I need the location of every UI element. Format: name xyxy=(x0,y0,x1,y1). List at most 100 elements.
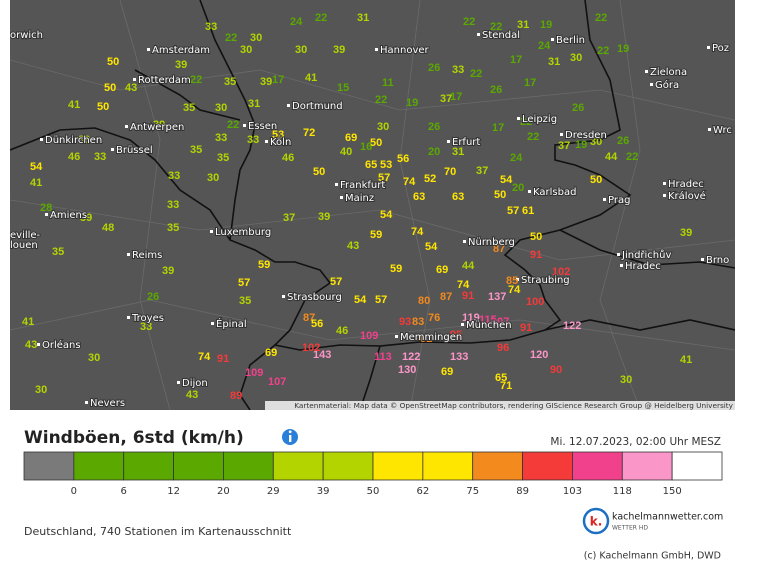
city-label: Stendal xyxy=(482,30,520,41)
city-dot xyxy=(707,46,710,49)
station-value: 107 xyxy=(491,316,509,328)
station-value: 15 xyxy=(337,82,349,94)
station-value: 107 xyxy=(268,376,286,388)
station-value: 39 xyxy=(333,44,345,56)
station-value: 65 xyxy=(365,159,377,171)
station-value: 39 xyxy=(680,227,692,239)
city-dot xyxy=(708,128,711,131)
station-value: 26 xyxy=(147,291,159,303)
station-value: 50 xyxy=(107,56,119,68)
station-value: 37 xyxy=(476,165,488,177)
station-value: 50 xyxy=(104,82,116,94)
city-dot xyxy=(620,264,623,267)
station-value: 115 xyxy=(479,314,497,326)
station-value: 28 xyxy=(40,202,52,214)
station-value: 24 xyxy=(290,16,303,28)
stations-note: Deutschland, 740 Stationen im Kartenauss… xyxy=(24,525,292,538)
city-label: Hradec xyxy=(668,179,704,190)
city-dot xyxy=(5,243,8,246)
city-label: eville- xyxy=(10,230,41,241)
station-value: 30 xyxy=(250,32,262,44)
station-value: 50 xyxy=(494,189,506,201)
city-label: Amsterdam xyxy=(152,45,210,56)
station-value: 96 xyxy=(497,342,509,354)
city-label: Leipzig xyxy=(522,114,557,125)
station-value: 30 xyxy=(240,44,252,56)
station-value: 22 xyxy=(463,16,475,28)
station-value: 120 xyxy=(530,349,548,361)
station-value: 44 xyxy=(462,260,475,272)
city-label: orwich xyxy=(10,30,43,41)
station-value: 54 xyxy=(425,241,438,253)
city-dot xyxy=(85,401,88,404)
city-dot xyxy=(560,133,563,136)
station-value: 69 xyxy=(436,264,448,276)
station-value: 46 xyxy=(336,325,348,337)
station-value: 39 xyxy=(260,76,272,88)
border xyxy=(59,0,632,351)
info-icon[interactable] xyxy=(282,429,298,445)
station-value: 22 xyxy=(190,74,202,86)
station-value: 22 xyxy=(315,12,327,24)
legend: 0 6 12 20 29 39 50 62 75 89 103 118 150 xyxy=(23,451,723,497)
city-label: Amiens xyxy=(50,210,87,221)
station-value: 52 xyxy=(424,173,436,185)
station-value: 113 xyxy=(374,351,392,363)
city-label: Dresden xyxy=(565,130,607,141)
city-dot xyxy=(461,323,464,326)
station-value: 35 xyxy=(190,144,202,156)
city-label: Zielona xyxy=(650,67,687,78)
station-value: 35 xyxy=(167,222,179,234)
station-value: 87 xyxy=(303,312,315,324)
station-value: 61 xyxy=(522,205,534,217)
station-value: 33 xyxy=(247,134,259,146)
city-dot xyxy=(243,124,246,127)
legend-tick-label: 20 xyxy=(217,486,230,497)
border xyxy=(10,69,241,151)
station-value: 56 xyxy=(311,318,323,330)
city-dot xyxy=(340,196,343,199)
station-value: 74 xyxy=(411,226,424,238)
station-value: 63 xyxy=(413,191,425,203)
station-value: 143 xyxy=(313,349,331,361)
station-value: 35 xyxy=(183,102,195,114)
city-label: Góra xyxy=(655,79,679,91)
station-value: 46 xyxy=(282,152,294,164)
station-value: 33 xyxy=(205,21,217,33)
station-value: 81 xyxy=(420,333,432,345)
city-label: Hradec xyxy=(625,261,661,272)
station-value: 39 xyxy=(80,212,92,224)
station-value: 93 xyxy=(399,316,411,328)
city-label: Rotterdam xyxy=(138,75,191,86)
city-label: Mainz xyxy=(345,193,374,204)
legend-tick-label: 50 xyxy=(367,486,380,497)
station-value: 122 xyxy=(563,320,581,332)
city-dot xyxy=(5,233,8,236)
city-label: Králové xyxy=(668,190,706,202)
station-value: 43 xyxy=(125,82,137,94)
station-value: 31 xyxy=(248,98,260,110)
city-label: Nevers xyxy=(90,398,125,409)
station-value: 39 xyxy=(175,59,187,71)
station-value: 30 xyxy=(590,136,602,148)
station-value: 26 xyxy=(428,121,440,133)
legend-swatch xyxy=(372,451,424,481)
station-value: 89 xyxy=(230,390,242,402)
city-dot xyxy=(111,148,114,151)
legend-swatch xyxy=(572,451,623,481)
city-dot xyxy=(127,316,130,319)
station-value: 22 xyxy=(375,94,387,106)
logo-name: kachelmannwetter.com xyxy=(612,512,723,523)
station-value: 56 xyxy=(397,153,409,165)
station-value: 57 xyxy=(507,205,519,217)
logo[interactable]: k. kachelmannwetter.com WETTER HD xyxy=(582,507,723,535)
station-value: 137 xyxy=(488,291,506,303)
legend-tick-label: 0 xyxy=(71,486,77,497)
legend-swatch xyxy=(73,451,125,481)
station-value: 31 xyxy=(357,12,369,24)
station-value: 69 xyxy=(265,347,277,359)
city-dot xyxy=(127,253,130,256)
city-label: Épinal xyxy=(216,317,247,330)
station-value: 35 xyxy=(239,295,251,307)
station-value: 74 xyxy=(198,351,211,363)
